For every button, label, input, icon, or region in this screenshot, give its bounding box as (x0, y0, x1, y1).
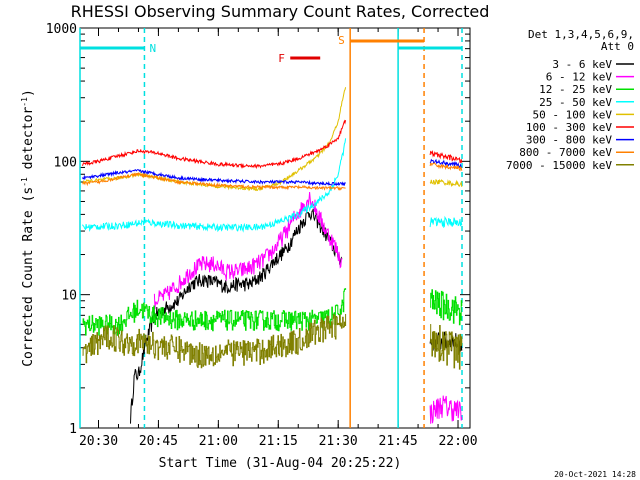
y-axis-label-sup-2: -1 (20, 97, 29, 107)
x-tick-label-2145: 21:45 (379, 434, 418, 449)
legend-item-300-800-kev-label: 300 - 800 keV (526, 134, 612, 147)
x-tick-label-2045: 20:45 (139, 434, 178, 449)
legend-item-7000-15000-kev-label: 7000 - 15000 keV (506, 159, 612, 172)
legend-item-100-300-kev-label: 100 - 300 keV (526, 121, 612, 134)
legend-item-12-25-kev-label: 12 - 25 keV (539, 83, 612, 96)
series-800-7000-kev-line-post (429, 162, 463, 172)
series-50-100-kev-line (82, 87, 347, 192)
series-100-300-kev-line-post (429, 149, 463, 164)
series-50-100-kev-line-post (429, 178, 463, 188)
y-axis-label-sup-1: -1 (20, 177, 29, 187)
saa-label: S (338, 34, 345, 47)
series-12-25-kev-line (82, 288, 347, 336)
series-300-800-kev-line-post (429, 158, 462, 169)
flare-label: F (278, 52, 285, 65)
series-25-50-kev-line-post (429, 215, 463, 229)
y-axis-label-mid: detector (21, 107, 36, 178)
x-tick-label-2130: 21:30 (319, 434, 358, 449)
legend-item-6-12-kev-label: 6 - 12 keV (546, 71, 613, 84)
chart-title: RHESSI Observing Summary Count Rates, Co… (71, 2, 490, 21)
series-7000-15000-kev-line (82, 314, 347, 369)
y-axis-label-main: Corrected Count Rate (s (21, 187, 36, 367)
y-tick-label-100: 100 (54, 155, 77, 170)
x-tick-label-2030: 20:30 (79, 434, 118, 449)
series-6-12-kev-line (153, 191, 343, 310)
plot-area: 1 10 100 1000 20:30 20:45 21:00 21:15 21:30 21:45… (46, 22, 478, 449)
series-300-800-kev-line (82, 169, 346, 187)
y-axis-label-close: ) (21, 89, 36, 97)
y-tick-label-10: 10 (61, 289, 77, 304)
y-tick-label-1: 1 (69, 422, 77, 437)
legend-item-25-50-kev-label: 25 - 50 keV (539, 96, 612, 109)
x-axis-label: Start Time (31-Aug-04 20:25:22) (159, 456, 402, 471)
x-tick-label-2200: 22:00 (438, 434, 477, 449)
legend-item-50-100-kev-label: 50 - 100 keV (533, 108, 613, 121)
night-label: N (149, 42, 156, 55)
legend-header-0: Det 1,3,4,5,6,9, (528, 28, 634, 41)
x-tick-label-2100: 21:00 (199, 434, 238, 449)
timestamp-footer: 20-Oct-2021 14:28 (554, 470, 636, 479)
series-800-7000-kev-line (82, 172, 346, 191)
legend-item-800-7000-kev-label: 800 - 7000 keV (519, 146, 612, 159)
legend-header-1: Att 0 (601, 40, 634, 53)
series-12-25-kev-line-post (430, 289, 463, 326)
series-7000-15000-kev-line-post (430, 324, 463, 370)
x-tick-label-2115: 21:15 (259, 434, 298, 449)
series-25-50-kev-line (82, 138, 347, 233)
series-6-12-kev-line-post (429, 395, 463, 424)
y-axis-label: Corrected Count Rate (s-1 detector-1) (20, 89, 36, 367)
legend-item-3-6-kev-label: 3 - 6 keV (552, 58, 612, 71)
series-100-300-kev-line (82, 119, 347, 169)
y-tick-label-1000: 1000 (46, 22, 77, 37)
